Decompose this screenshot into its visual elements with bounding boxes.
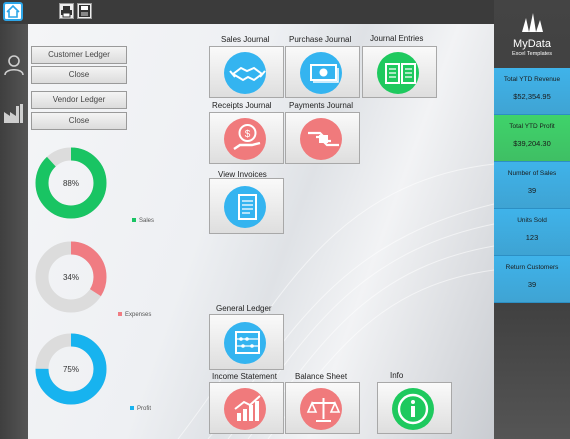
- kpi-value: $52,354.95: [513, 92, 551, 101]
- abacus-icon: [235, 331, 260, 354]
- dashboard-canvas: Customer Ledger Close Vendor Ledger Clos…: [28, 24, 494, 439]
- customer-ledger-button[interactable]: Customer Ledger: [31, 46, 127, 64]
- user-icon[interactable]: [3, 54, 25, 76]
- coin-hand-icon: $: [233, 124, 261, 150]
- expenses-arc: [35, 241, 107, 313]
- kpi-title: Number of Sales: [507, 170, 557, 177]
- top-toolbar: [0, 0, 570, 24]
- payments-journal-button[interactable]: [285, 112, 360, 164]
- kpi-card: Total YTD Profit $39,204.30: [494, 115, 570, 162]
- kpi-value: 123: [525, 233, 539, 242]
- invoice-icon: [238, 194, 257, 220]
- income-statement-button[interactable]: [209, 382, 284, 434]
- info-icon: [397, 393, 429, 425]
- brand-name: MyData: [513, 38, 551, 50]
- kpi-title: Units Sold: [517, 217, 547, 224]
- sales-donut-chart: 88%: [33, 145, 109, 221]
- journal-entries-button[interactable]: [362, 46, 437, 98]
- print-button[interactable]: [59, 3, 74, 19]
- home-icon: [6, 4, 20, 18]
- factory-icon[interactable]: [3, 102, 25, 124]
- kpi-title: Total YTD Profit: [509, 123, 555, 130]
- legend-dot: [132, 218, 136, 223]
- expenses-donut-chart: 34%: [33, 239, 109, 315]
- legend-label: Sales: [139, 218, 155, 224]
- legend-label: Expenses: [125, 312, 152, 318]
- vendor-ledger-button[interactable]: Vendor Ledger: [31, 91, 127, 109]
- sales-legend: Sales: [132, 218, 154, 224]
- legend-label: Profit: [137, 406, 152, 412]
- payment-hands-icon: [308, 131, 339, 147]
- tile-circle: [300, 388, 342, 430]
- expenses-legend: Expenses: [118, 312, 151, 318]
- vendor-ledger-close-button[interactable]: Close: [31, 112, 127, 130]
- tile-circle: [224, 186, 266, 228]
- balance-sheet-button[interactable]: [285, 382, 360, 434]
- sales-arc: [35, 147, 107, 219]
- money-icon: [310, 64, 339, 83]
- donut-svg: 88%: [35, 147, 107, 219]
- kpi-card: Units Sold 123: [494, 209, 570, 256]
- journal-entries-label: Journal Entries: [370, 34, 424, 43]
- donut-svg: 75%: [35, 333, 107, 405]
- handshake-icon: [229, 66, 266, 82]
- printer-icon: [61, 6, 72, 18]
- purchase-journal-button[interactable]: [285, 46, 360, 98]
- legend-dot: [130, 406, 134, 411]
- view-invoices-label: View Invoices: [218, 170, 267, 179]
- balance-sheet-label: Balance Sheet: [295, 372, 348, 381]
- customer-ledger-close-button[interactable]: Close: [31, 66, 127, 84]
- profit-arc: [35, 333, 107, 405]
- kpi-card: Number of Sales 39: [494, 162, 570, 209]
- open-book-icon: [385, 63, 416, 84]
- general-ledger-button[interactable]: [209, 314, 284, 370]
- save-button[interactable]: [77, 3, 92, 19]
- legend-dot: [118, 312, 122, 317]
- kpi-value: 39: [527, 186, 537, 195]
- view-invoices-button[interactable]: [209, 178, 284, 234]
- payments-journal-label: Payments Journal: [289, 101, 354, 110]
- kpi-card: Total YTD Revenue $52,354.95: [494, 68, 570, 115]
- purchase-journal-label: Purchase Journal: [289, 35, 352, 44]
- kpi-value: 39: [527, 280, 537, 289]
- profit-legend: Profit: [130, 406, 151, 412]
- save-icon: [79, 5, 90, 17]
- donut-svg: 34%: [35, 241, 107, 313]
- home-button[interactable]: [3, 2, 23, 21]
- svg-text:$: $: [245, 129, 251, 140]
- profit-donut-chart: 75%: [33, 331, 109, 407]
- kpi-card: Return Customers 39: [494, 256, 570, 303]
- receipts-journal-label: Receipts Journal: [212, 101, 272, 110]
- kpi-value: $39,204.30: [513, 139, 551, 148]
- brand-tagline: Excel Templates: [512, 51, 552, 57]
- kpi-title: Return Customers: [505, 264, 559, 271]
- logo-icon: [522, 13, 543, 32]
- growth-chart-icon: [234, 395, 261, 421]
- info-label: Info: [390, 371, 404, 380]
- profit-percent: 75%: [63, 365, 79, 374]
- general-ledger-label: General Ledger: [216, 304, 272, 313]
- income-statement-label: Income Statement: [212, 372, 277, 381]
- info-button[interactable]: [377, 382, 452, 434]
- scales-icon: [306, 398, 341, 422]
- sales-percent: 88%: [63, 179, 79, 188]
- sales-journal-button[interactable]: [209, 46, 284, 98]
- kpi-title: Total YTD Revenue: [503, 76, 561, 83]
- receipts-journal-button[interactable]: $: [209, 112, 284, 164]
- expenses-percent: 34%: [63, 273, 79, 282]
- left-sidebar: [0, 24, 28, 439]
- sales-journal-label: Sales Journal: [221, 35, 270, 44]
